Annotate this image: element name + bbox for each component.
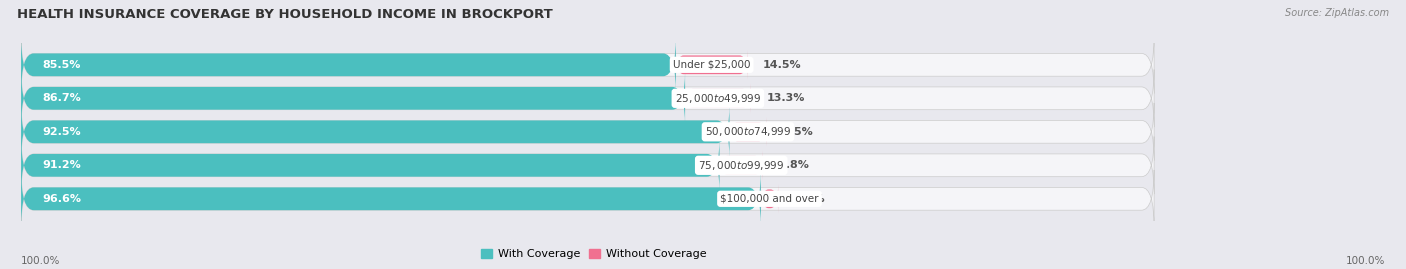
Text: 92.5%: 92.5% xyxy=(42,127,80,137)
FancyBboxPatch shape xyxy=(21,36,1154,94)
Text: 91.2%: 91.2% xyxy=(42,160,80,170)
FancyBboxPatch shape xyxy=(676,50,748,80)
FancyBboxPatch shape xyxy=(21,136,720,194)
Text: 7.5%: 7.5% xyxy=(782,127,813,137)
Text: Under $25,000: Under $25,000 xyxy=(673,60,751,70)
Text: $75,000 to $99,999: $75,000 to $99,999 xyxy=(697,159,785,172)
Text: $50,000 to $74,999: $50,000 to $74,999 xyxy=(704,125,792,138)
Text: 86.7%: 86.7% xyxy=(42,93,80,103)
Text: 96.6%: 96.6% xyxy=(42,194,82,204)
FancyBboxPatch shape xyxy=(21,69,685,127)
Text: Source: ZipAtlas.com: Source: ZipAtlas.com xyxy=(1285,8,1389,18)
Text: 100.0%: 100.0% xyxy=(1346,256,1385,266)
Text: 100.0%: 100.0% xyxy=(21,256,60,266)
Text: HEALTH INSURANCE COVERAGE BY HOUSEHOLD INCOME IN BROCKPORT: HEALTH INSURANCE COVERAGE BY HOUSEHOLD I… xyxy=(17,8,553,21)
FancyBboxPatch shape xyxy=(21,103,1154,161)
FancyBboxPatch shape xyxy=(21,170,1154,228)
Text: 3.5%: 3.5% xyxy=(794,194,824,204)
Text: $25,000 to $49,999: $25,000 to $49,999 xyxy=(675,92,761,105)
FancyBboxPatch shape xyxy=(21,36,676,94)
FancyBboxPatch shape xyxy=(21,69,1154,127)
Text: 14.5%: 14.5% xyxy=(763,60,801,70)
FancyBboxPatch shape xyxy=(21,170,761,228)
FancyBboxPatch shape xyxy=(21,103,730,161)
Text: 13.3%: 13.3% xyxy=(766,93,804,103)
Text: 85.5%: 85.5% xyxy=(42,60,80,70)
Text: $100,000 and over: $100,000 and over xyxy=(720,194,818,204)
FancyBboxPatch shape xyxy=(685,84,751,113)
Text: 8.8%: 8.8% xyxy=(779,160,810,170)
FancyBboxPatch shape xyxy=(720,151,763,180)
FancyBboxPatch shape xyxy=(761,184,778,214)
FancyBboxPatch shape xyxy=(730,117,766,147)
FancyBboxPatch shape xyxy=(21,136,1154,194)
Legend: With Coverage, Without Coverage: With Coverage, Without Coverage xyxy=(481,249,706,259)
